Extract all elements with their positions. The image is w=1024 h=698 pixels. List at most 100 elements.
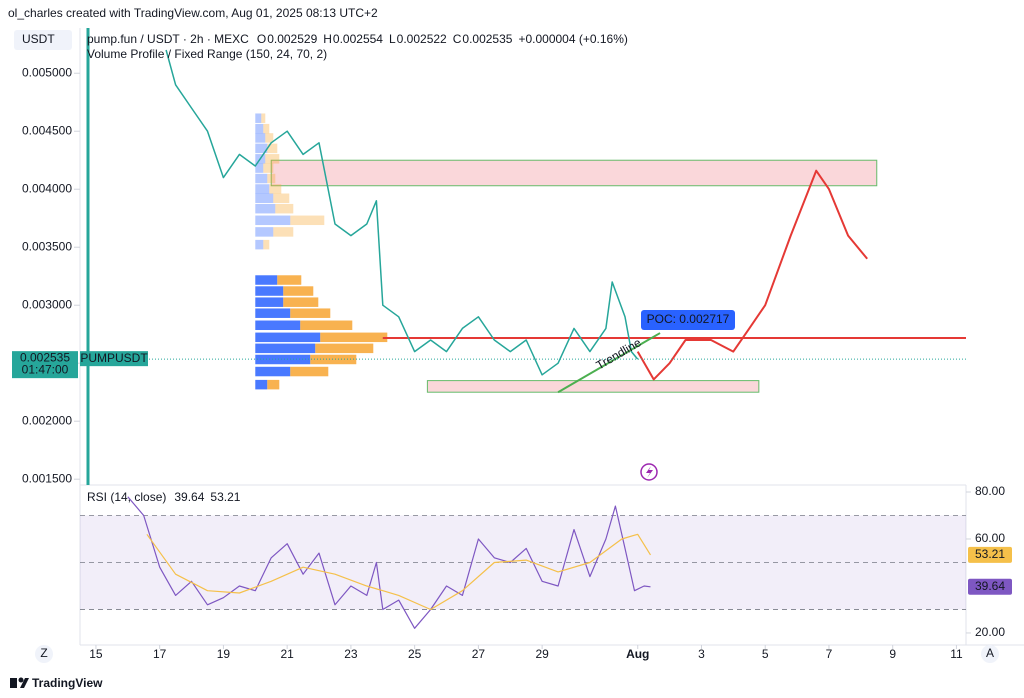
zone [270,159,878,187]
volume-up [255,143,268,154]
volume-up [255,320,301,331]
currency-button[interactable] [14,30,72,50]
watermark: ol_charles created with TradingView.com,… [8,6,378,20]
ohlc-key: H [323,32,332,46]
x-tick-label: 23 [344,647,358,661]
volume-up [255,123,264,134]
volume-up [255,366,291,377]
volume-up [255,297,284,307]
rsi-value: 39.64 [975,579,1005,593]
ohlc-key: L [389,32,396,46]
change: +0.000004 (+0.16%) [518,32,627,46]
poc-badge [641,310,735,331]
volume-up [255,286,284,296]
auto-button-label[interactable]: A [986,646,994,660]
volume-down [315,343,374,354]
rsi-legend-value: 53.21 [210,490,240,504]
price-line [165,49,639,376]
poc-label: POC: 0.002717 [647,312,730,326]
ohlc-value: 0.002554 [333,32,383,46]
x-tick-label: 27 [472,647,486,661]
events-icon[interactable] [640,463,658,481]
volume-down [275,203,294,214]
auto-button[interactable] [981,645,999,663]
chart-title: pump.fun / USDT · 2h · MEXC [87,32,249,46]
volume-down [310,354,357,365]
volume-up [255,215,291,226]
y-tick-label: 80.00 [975,484,1005,498]
indicator-label: Volume Profile / Fixed Range (150, 24, 7… [87,47,327,61]
x-tick-label: 5 [762,647,769,661]
ohlc-value: 0.002522 [397,32,447,46]
volume-down [320,332,388,343]
symbol-badge [80,351,148,367]
x-tick-label: 29 [535,647,549,661]
volume-down [263,239,270,250]
volume-down [265,154,280,164]
y-tick-label: 0.002000 [22,413,72,427]
volume-down [290,308,331,318]
volume-up [255,275,278,285]
volume-down [283,286,314,296]
y-tick-label: 20.00 [975,625,1005,639]
volume-down [273,227,294,237]
x-tick-label: 11 [950,647,963,661]
volume-down [261,113,266,123]
volume-down [267,379,280,390]
ohlc-value: 0.002535 [462,32,512,46]
footer-brand: TradingView [32,676,103,690]
x-tick-label: 9 [889,647,896,661]
ohlc-key: O [257,32,266,46]
rsi-line [127,496,651,629]
volume-down [263,123,270,134]
x-tick-label: Aug [626,647,649,661]
volume-up [255,113,262,123]
zoom-button-label[interactable]: Z [40,646,47,660]
y-tick-label: 0.001500 [22,471,72,485]
volume-down [283,297,319,307]
volume-up [255,343,316,354]
y-tick-label: 60.00 [975,531,1005,545]
y-tick-label: 0.003500 [22,239,72,253]
x-tick-label: 15 [89,647,103,661]
volume-down [290,215,325,226]
currency[interactable]: USDT [22,32,55,46]
volume-up [255,203,276,214]
y-tick-label: 0.005000 [22,65,72,79]
rsi-ma-line [146,533,652,611]
symbol: PUMPUSDT [80,351,148,365]
zone [426,380,760,393]
volume-up [255,379,268,390]
x-tick-label: 3 [698,647,705,661]
x-tick-label: 7 [826,647,833,661]
volume-up [255,354,311,365]
volume-up [255,332,321,343]
volume-up [255,193,274,204]
volume-up [255,133,266,143]
rsi-value: 53.21 [975,547,1005,561]
trendline [557,332,661,394]
volume-up [255,308,291,318]
x-tick-label: 25 [408,647,422,661]
y-tick-label: 0.004500 [22,123,72,137]
last-price: 0.002535 [20,350,70,364]
ohlc-value: 0.002529 [267,32,317,46]
volume-down [290,366,329,377]
volume-up [255,184,270,194]
rsi-legend-value: 39.64 [174,490,204,504]
volume-down [273,193,290,204]
zoom-button[interactable] [35,645,53,663]
volume-up [255,163,264,173]
volume-up [255,239,264,250]
volume-down [277,275,302,285]
x-tick-label: 21 [280,647,294,661]
volume-down [269,184,282,194]
y-tick-label: 0.003000 [22,297,72,311]
x-tick-label: 19 [217,647,231,661]
last-price-badge [12,351,78,379]
volume-down [265,133,274,143]
rsi-title: RSI (14, close) [87,490,166,504]
volume-up [255,173,268,184]
